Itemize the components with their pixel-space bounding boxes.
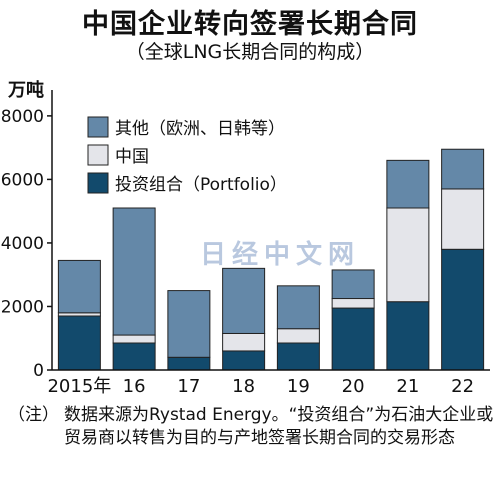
bar-segment <box>276 285 320 330</box>
bar-segment <box>386 207 430 303</box>
watermark-text: 日经中文网 <box>200 240 361 270</box>
bar-segment <box>331 298 375 309</box>
chart-subtitle: （全球LNG长期合同的构成） <box>125 41 375 63</box>
bar-segment <box>222 350 266 371</box>
bar-segment <box>276 342 320 371</box>
bar-segment <box>441 148 485 190</box>
bar-segment <box>331 269 375 300</box>
footnote-label: （注） <box>8 405 59 425</box>
legend-swatch <box>87 144 109 166</box>
x-tick-label: 20 <box>342 376 365 397</box>
x-tick-label: 19 <box>287 376 310 397</box>
y-tick-label: 6000 <box>1 170 44 190</box>
bar-segment <box>112 334 156 344</box>
legend-swatch <box>87 116 109 138</box>
bar-segment <box>167 290 211 358</box>
bar-segment <box>222 267 266 334</box>
footnote-text: 数据来源为Rystad Energy。“投资组合”为石油大企业或贸易商以转售为目… <box>64 405 494 448</box>
y-tick-label: 0 <box>33 361 44 381</box>
y-axis-unit: 万吨 <box>8 80 44 101</box>
y-tick-label: 8000 <box>1 107 44 127</box>
bar-segment <box>441 248 485 371</box>
x-tick-label: 22 <box>451 376 474 397</box>
x-tick-label: 16 <box>123 376 146 397</box>
y-tick-label: 2000 <box>1 297 44 317</box>
axes-group: 2015年 16 17 18 19 20 21 22 0 2000 4000 6000 8000 <box>1 90 490 397</box>
legend-label: 中国 <box>115 147 149 167</box>
legend-label: 其他（欧洲、日韩等） <box>115 119 285 139</box>
bar-segment <box>331 307 375 371</box>
bar-segment <box>386 159 430 209</box>
bar-segment <box>441 188 485 250</box>
chart-title: 中国企业转向签署长期合同 <box>82 9 418 40</box>
bar-segment <box>386 301 430 371</box>
y-tick-label: 4000 <box>1 234 44 254</box>
bar-segment <box>112 207 156 336</box>
bar-segment <box>222 332 266 352</box>
x-tick-label: 2015年 <box>47 376 111 397</box>
legend-label: 投资组合（Portfolio） <box>115 175 287 195</box>
bar-segment <box>112 342 156 371</box>
x-tick-label: 18 <box>232 376 255 397</box>
bars-group <box>57 148 485 371</box>
stacked-bar-chart: 2015年 16 17 18 19 20 21 22 0 2000 4000 6000 8000 其他（… <box>1 90 490 397</box>
x-tick-label: 17 <box>177 376 200 397</box>
bar-segment <box>57 315 101 371</box>
bar-segment <box>167 356 211 371</box>
bar-segment <box>276 328 320 344</box>
legend-swatch <box>87 172 109 194</box>
x-tick-label: 21 <box>396 376 419 397</box>
bar-segment <box>57 259 101 314</box>
